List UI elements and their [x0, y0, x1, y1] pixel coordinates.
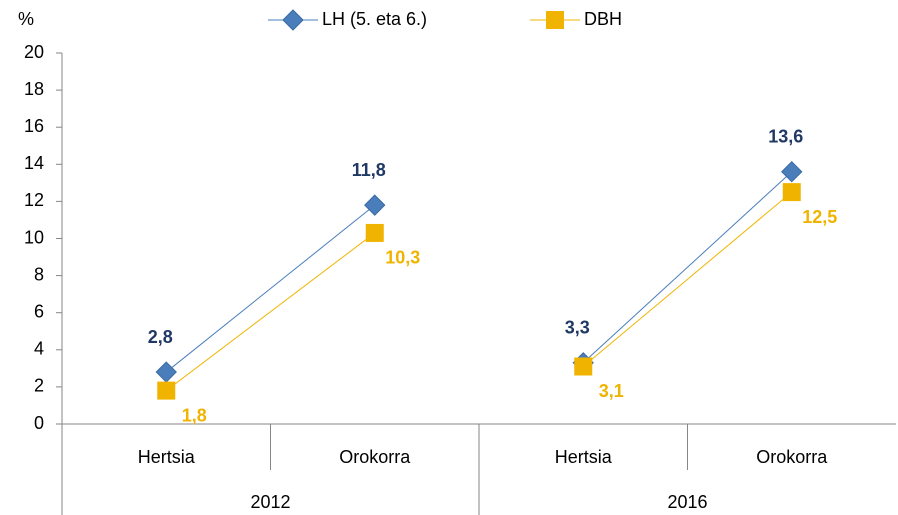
series-line: [165, 232, 376, 392]
y-tick-label: 18: [24, 79, 44, 99]
data-label: 3,3: [565, 318, 590, 338]
y-tick-label: 6: [34, 301, 44, 321]
data-point: [157, 381, 176, 400]
data-label: 3,1: [599, 381, 624, 401]
y-tick-label: 16: [24, 116, 44, 136]
legend-label: DBH: [584, 9, 622, 29]
legend-marker: [546, 11, 564, 29]
data-label: 10,3: [385, 248, 420, 268]
data-label: 11,8: [352, 160, 386, 180]
data-point: [365, 223, 384, 242]
data-label: 2,8: [148, 327, 173, 347]
y-tick-label: 10: [24, 227, 44, 247]
group-label: 2012: [250, 492, 290, 512]
legend-label: LH (5. eta 6.): [322, 9, 427, 29]
data-point: [364, 194, 386, 216]
y-tick-label: 2: [34, 376, 44, 396]
data-point: [782, 183, 801, 202]
series-line: [582, 171, 793, 364]
y-tick-label: 12: [24, 190, 44, 210]
group-label: 2016: [667, 492, 707, 512]
x-tick-label: Orokorra: [339, 447, 411, 467]
y-tick-label: 20: [24, 42, 44, 62]
data-label: 13,6: [768, 126, 803, 146]
y-tick-label: 4: [34, 339, 44, 359]
x-tick-label: Orokorra: [756, 447, 828, 467]
x-tick-label: Hertsia: [555, 447, 613, 467]
y-tick-label: 0: [34, 413, 44, 433]
x-tick-label: Hertsia: [138, 447, 196, 467]
y-axis-label: %: [18, 9, 34, 29]
y-tick-label: 14: [24, 153, 44, 173]
data-label: 12,5: [802, 207, 837, 227]
legend-marker: [282, 9, 304, 31]
y-tick-label: 8: [34, 264, 44, 284]
data-label: 1,8: [182, 405, 207, 425]
series-line: [165, 204, 376, 373]
series-line: [582, 191, 793, 367]
data-point: [155, 361, 177, 383]
data-point: [781, 161, 803, 183]
data-point: [574, 357, 593, 376]
